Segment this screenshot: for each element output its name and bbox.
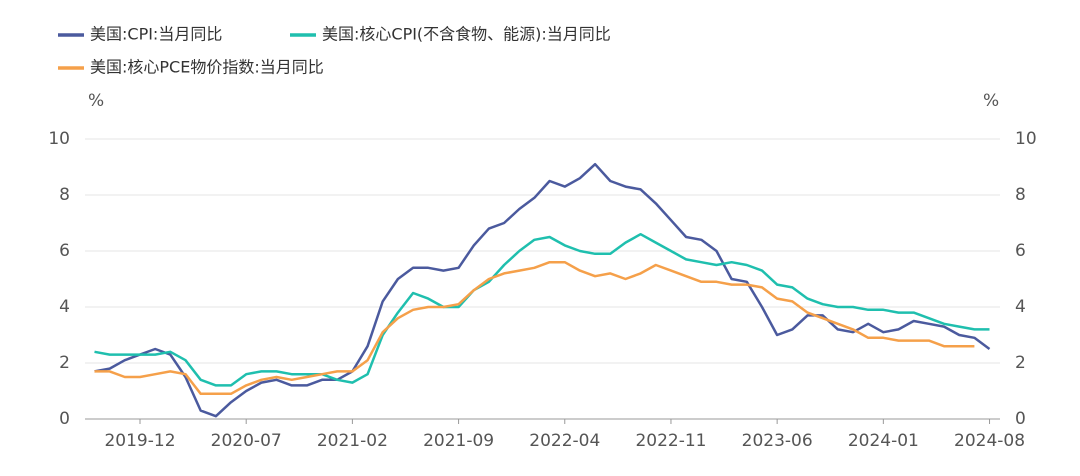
series-line [94,260,975,396]
y2-tick-label: 8 [1015,185,1026,205]
series-line [94,162,991,418]
legend-label: 美国:核心CPI(不含食物、能源):当月同比 [322,25,611,44]
series-line [94,232,990,387]
y2-tick-label: 4 [1015,297,1026,317]
y2-tick-label: 10 [1015,129,1037,149]
x-tick-label: 2021-02 [317,431,388,451]
y2-tick-label: 6 [1015,241,1026,261]
x-tick-label: 2024-08 [954,431,1025,451]
y-unit: % [88,91,104,111]
y2-unit: % [983,91,999,111]
y-tick-label: 10 [48,129,70,149]
y-tick-label: 6 [59,241,70,261]
y2-tick-label: 0 [1015,409,1026,429]
y-tick-label: 2 [59,353,70,373]
y2-tick-label: 2 [1015,353,1026,373]
y-tick-label: 8 [59,185,70,205]
x-tick-label: 2024-01 [848,431,919,451]
x-tick-label: 2022-11 [635,431,706,451]
x-tick-label: 2020-07 [211,431,282,451]
legend-label: 美国:核心PCE物价指数:当月同比 [90,58,324,77]
y-tick-label: 0 [59,409,70,429]
x-tick-label: 2022-04 [529,431,600,451]
x-tick-label: 2023-06 [742,431,813,451]
y-tick-label: 4 [59,297,70,317]
x-tick-label: 2021-09 [423,431,494,451]
x-tick-label: 2019-12 [104,431,175,451]
legend-label: 美国:CPI:当月同比 [90,25,222,44]
